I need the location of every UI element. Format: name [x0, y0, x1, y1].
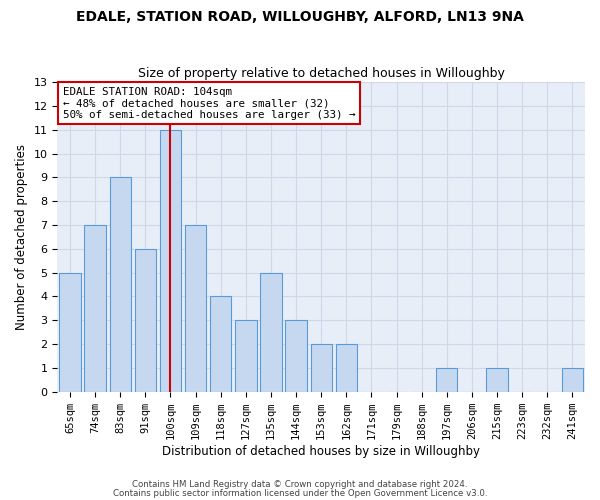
Bar: [185, 225, 206, 392]
Bar: [487, 368, 508, 392]
Bar: [311, 344, 332, 392]
Text: EDALE, STATION ROAD, WILLOUGHBY, ALFORD, LN13 9NA: EDALE, STATION ROAD, WILLOUGHBY, ALFORD,…: [76, 10, 524, 24]
Text: EDALE STATION ROAD: 104sqm
← 48% of detached houses are smaller (32)
50% of semi: EDALE STATION ROAD: 104sqm ← 48% of deta…: [62, 86, 355, 120]
X-axis label: Distribution of detached houses by size in Willoughby: Distribution of detached houses by size …: [162, 444, 480, 458]
Bar: [160, 130, 181, 392]
Bar: [335, 344, 357, 392]
Y-axis label: Number of detached properties: Number of detached properties: [15, 144, 28, 330]
Bar: [134, 249, 156, 392]
Title: Size of property relative to detached houses in Willoughby: Size of property relative to detached ho…: [138, 66, 505, 80]
Bar: [59, 272, 80, 392]
Bar: [110, 178, 131, 392]
Bar: [210, 296, 232, 392]
Bar: [235, 320, 257, 392]
Bar: [562, 368, 583, 392]
Text: Contains public sector information licensed under the Open Government Licence v3: Contains public sector information licen…: [113, 488, 487, 498]
Text: Contains HM Land Registry data © Crown copyright and database right 2024.: Contains HM Land Registry data © Crown c…: [132, 480, 468, 489]
Bar: [286, 320, 307, 392]
Bar: [85, 225, 106, 392]
Bar: [436, 368, 457, 392]
Bar: [260, 272, 281, 392]
